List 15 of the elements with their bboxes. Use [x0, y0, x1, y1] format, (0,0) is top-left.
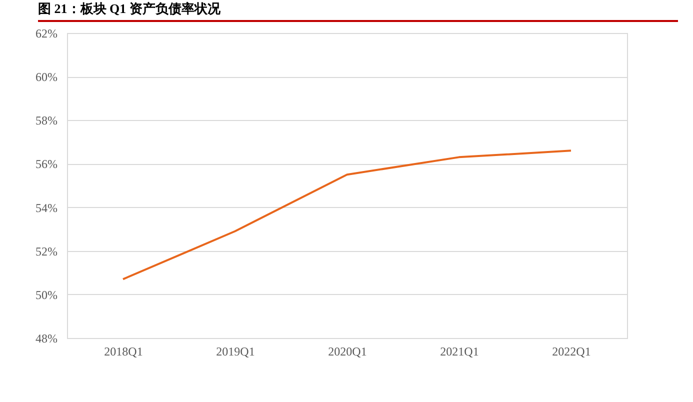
- line-series: [122, 150, 572, 280]
- y-tick-label: 54%: [36, 200, 58, 215]
- x-tick-label: 2022Q1: [552, 344, 591, 358]
- chart-title: 图 21：板块 Q1 资产负债率状况: [38, 0, 678, 22]
- y-tick-label: 62%: [36, 26, 58, 40]
- y-tick-label: 52%: [36, 244, 58, 258]
- x-tick-label: 2020Q1: [328, 344, 367, 358]
- y-tick-label: 56%: [36, 157, 58, 172]
- y-tick-label: 50%: [36, 288, 58, 302]
- y-tick-label: 48%: [36, 332, 58, 346]
- y-tick-label: 58%: [36, 114, 58, 128]
- x-tick-label: 2018Q1: [104, 344, 143, 358]
- y-tick-label: 60%: [36, 70, 58, 84]
- x-tick-label: 2019Q1: [216, 344, 255, 358]
- x-tick-label: 2021Q1: [440, 344, 479, 358]
